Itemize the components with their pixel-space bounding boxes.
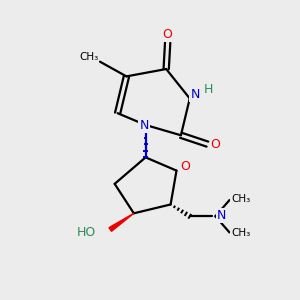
Text: CH₃: CH₃	[231, 194, 250, 204]
Text: O: O	[163, 28, 172, 41]
Text: CH₃: CH₃	[79, 52, 98, 62]
Polygon shape	[109, 213, 134, 231]
Text: N: N	[217, 209, 226, 222]
Text: N: N	[140, 119, 149, 132]
Text: HO: HO	[77, 226, 96, 239]
Text: H: H	[203, 83, 213, 96]
Text: O: O	[180, 160, 190, 173]
Text: N: N	[190, 88, 200, 101]
Text: CH₃: CH₃	[231, 228, 250, 238]
Text: O: O	[211, 138, 220, 151]
